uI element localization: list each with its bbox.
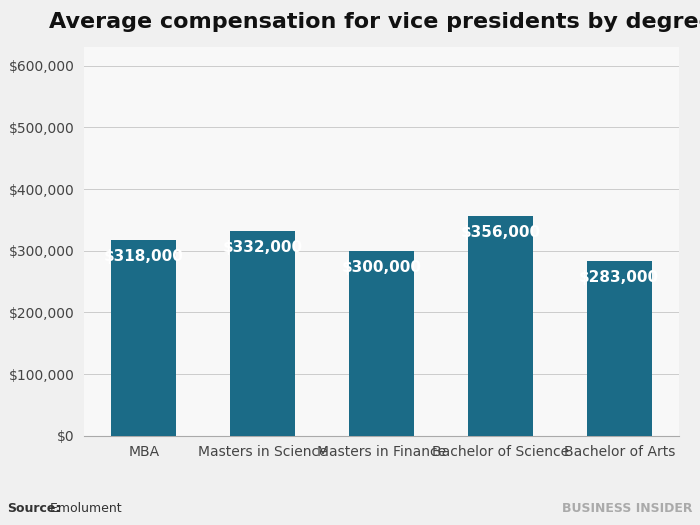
Bar: [111, 239, 176, 436]
Text: $356,000: $356,000: [461, 225, 540, 240]
Text: BUSINESS INSIDER: BUSINESS INSIDER: [563, 501, 693, 514]
Bar: [230, 231, 295, 436]
Bar: [349, 251, 414, 436]
Text: $300,000: $300,000: [342, 260, 421, 275]
Bar: [587, 261, 652, 436]
Text: Source:: Source:: [7, 501, 60, 514]
Text: $283,000: $283,000: [579, 270, 659, 286]
Title: Average compensation for vice presidents by degree: Average compensation for vice presidents…: [49, 12, 700, 32]
Text: Emolument: Emolument: [46, 501, 121, 514]
Text: $332,000: $332,000: [223, 240, 302, 255]
Bar: [468, 216, 533, 436]
Text: $318,000: $318,000: [104, 249, 183, 264]
